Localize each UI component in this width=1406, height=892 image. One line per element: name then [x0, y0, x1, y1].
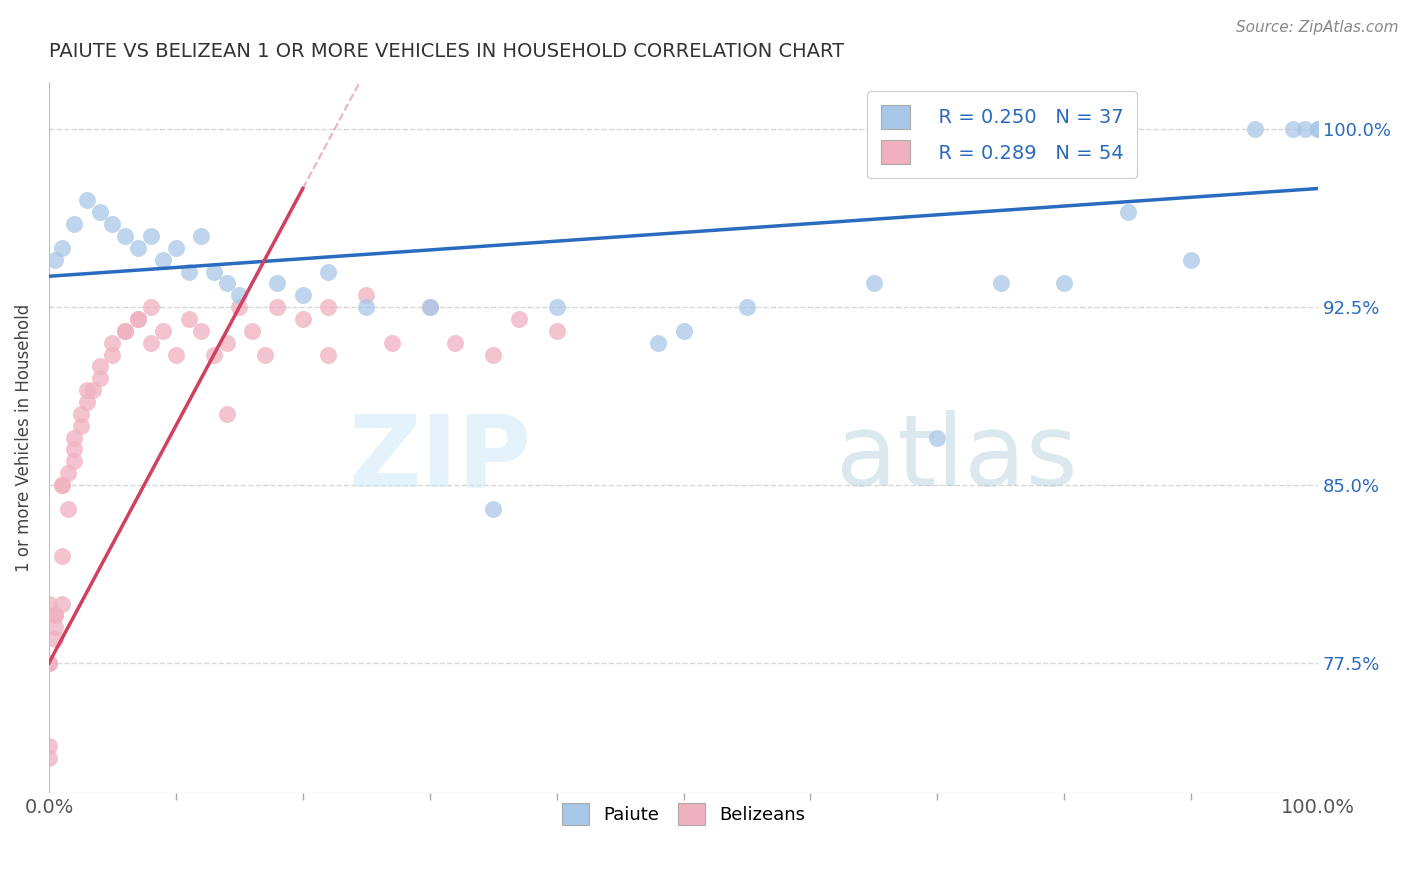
- Point: [63, 431, 86, 445]
- Point: [76, 383, 98, 397]
- Point: [76, 194, 98, 208]
- Point: [202, 347, 225, 361]
- Point: [1281, 122, 1303, 136]
- Point: [63, 454, 86, 468]
- Point: [63, 442, 86, 457]
- Point: [316, 264, 339, 278]
- Legend: Paiute, Belizeans: Paiute, Belizeans: [553, 794, 814, 834]
- Point: [44, 632, 66, 647]
- Point: [215, 407, 238, 421]
- Point: [101, 217, 124, 231]
- Point: [419, 300, 441, 314]
- Point: [44, 620, 66, 634]
- Point: [1116, 205, 1139, 219]
- Point: [38, 597, 60, 611]
- Point: [139, 300, 162, 314]
- Point: [139, 335, 162, 350]
- Point: [152, 252, 174, 267]
- Point: [63, 217, 86, 231]
- Point: [152, 324, 174, 338]
- Point: [482, 501, 505, 516]
- Point: [1180, 252, 1202, 267]
- Point: [51, 478, 73, 492]
- Point: [253, 347, 276, 361]
- Point: [990, 277, 1012, 291]
- Point: [44, 252, 66, 267]
- Point: [202, 264, 225, 278]
- Point: [215, 277, 238, 291]
- Point: [1308, 122, 1330, 136]
- Point: [51, 478, 73, 492]
- Point: [165, 347, 187, 361]
- Point: [266, 300, 288, 314]
- Point: [56, 501, 79, 516]
- Point: [51, 549, 73, 563]
- Point: [546, 300, 568, 314]
- Point: [165, 241, 187, 255]
- Point: [89, 359, 111, 374]
- Point: [419, 300, 441, 314]
- Point: [177, 312, 200, 326]
- Point: [240, 324, 263, 338]
- Text: atlas: atlas: [835, 410, 1077, 508]
- Point: [482, 347, 505, 361]
- Point: [89, 205, 111, 219]
- Point: [38, 656, 60, 670]
- Text: Source: ZipAtlas.com: Source: ZipAtlas.com: [1236, 20, 1399, 35]
- Point: [444, 335, 467, 350]
- Point: [127, 241, 149, 255]
- Point: [114, 229, 136, 244]
- Point: [291, 288, 314, 302]
- Point: [190, 229, 212, 244]
- Point: [38, 739, 60, 753]
- Point: [1308, 122, 1330, 136]
- Point: [546, 324, 568, 338]
- Point: [101, 347, 124, 361]
- Point: [1053, 277, 1076, 291]
- Point: [69, 418, 91, 433]
- Point: [647, 335, 669, 350]
- Point: [316, 300, 339, 314]
- Point: [927, 431, 949, 445]
- Point: [89, 371, 111, 385]
- Point: [266, 277, 288, 291]
- Point: [356, 300, 378, 314]
- Point: [44, 608, 66, 623]
- Text: PAIUTE VS BELIZEAN 1 OR MORE VEHICLES IN HOUSEHOLD CORRELATION CHART: PAIUTE VS BELIZEAN 1 OR MORE VEHICLES IN…: [49, 42, 844, 61]
- Point: [76, 395, 98, 409]
- Point: [735, 300, 758, 314]
- Point: [69, 407, 91, 421]
- Point: [139, 229, 162, 244]
- Point: [51, 241, 73, 255]
- Point: [316, 347, 339, 361]
- Point: [127, 312, 149, 326]
- Point: [114, 324, 136, 338]
- Point: [127, 312, 149, 326]
- Point: [38, 656, 60, 670]
- Point: [38, 751, 60, 765]
- Point: [863, 277, 886, 291]
- Point: [291, 312, 314, 326]
- Point: [190, 324, 212, 338]
- Point: [508, 312, 530, 326]
- Point: [672, 324, 695, 338]
- Point: [1243, 122, 1265, 136]
- Point: [228, 300, 250, 314]
- Text: ZIP: ZIP: [349, 410, 531, 508]
- Point: [114, 324, 136, 338]
- Point: [51, 597, 73, 611]
- Point: [82, 383, 104, 397]
- Point: [215, 335, 238, 350]
- Point: [356, 288, 378, 302]
- Point: [44, 608, 66, 623]
- Point: [381, 335, 404, 350]
- Y-axis label: 1 or more Vehicles in Household: 1 or more Vehicles in Household: [15, 303, 32, 572]
- Point: [1294, 122, 1316, 136]
- Point: [56, 466, 79, 480]
- Point: [177, 264, 200, 278]
- Point: [228, 288, 250, 302]
- Point: [101, 335, 124, 350]
